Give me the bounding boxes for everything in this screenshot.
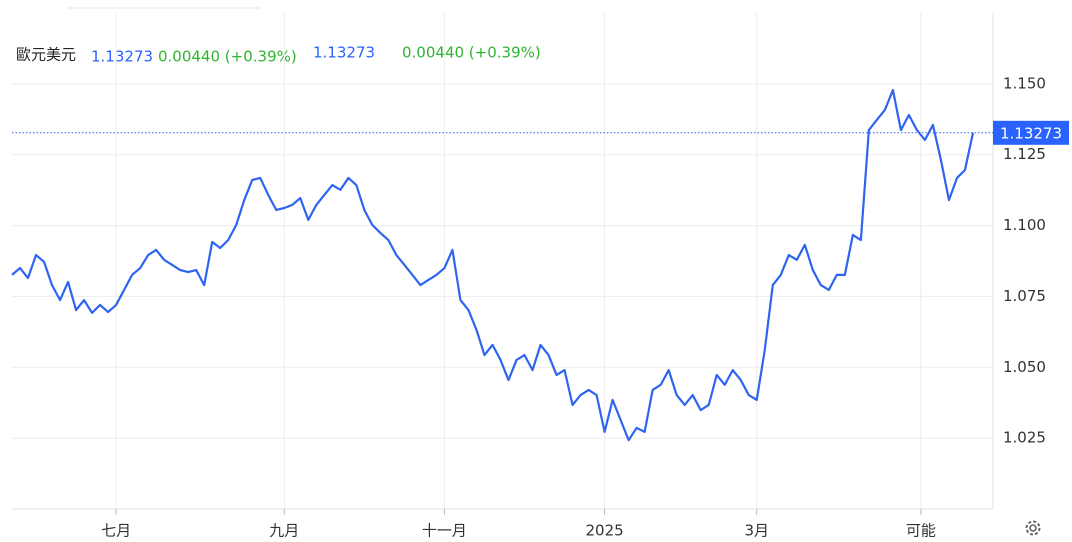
y-tick-label: 1.125: [1003, 145, 1046, 163]
y-tick-label: 1.025: [1003, 429, 1046, 447]
instrument-name: 歐元美元: [16, 46, 76, 64]
change: 0.00440 (+0.39%): [158, 48, 297, 66]
y-tick-label: 1.100: [1003, 216, 1046, 234]
x-tick-label: 2025: [586, 522, 624, 540]
plot-background: [12, 13, 994, 510]
y-tick-label: 1.050: [1003, 358, 1046, 376]
x-tick-label: 九月: [269, 522, 299, 540]
last-price-label: 1.13273: [1000, 124, 1062, 142]
price-line: [11, 88, 975, 442]
y-tick-label: 1.150: [1003, 74, 1046, 92]
x-tick-label: 3月: [744, 522, 769, 540]
price: 1.13273: [313, 44, 375, 62]
price: 1.13273: [91, 48, 153, 66]
settings-icon[interactable]: [1025, 520, 1041, 536]
change: 0.00440 (+0.39%): [402, 44, 541, 62]
x-tick-label: 七月: [101, 522, 131, 540]
x-tick-label: 可能: [906, 522, 936, 540]
y-tick-label: 1.075: [1003, 287, 1046, 305]
x-tick-label: 十一月: [422, 522, 467, 540]
last-price-box: [993, 120, 1069, 145]
